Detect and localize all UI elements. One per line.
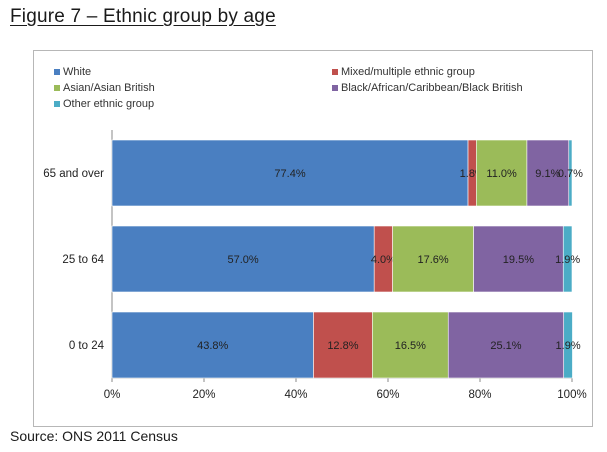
bar-white-65-and-over [111, 139, 469, 207]
data-label-white-25-to-64: 57.0% [227, 254, 258, 266]
x-tick-label: 60% [376, 389, 399, 401]
bar-other-ethnic-group-65-and-over [568, 139, 573, 207]
legend-label-white: White [63, 66, 91, 78]
stacked-bar-chart: White Mixed/multiple ethnic group Asian/As… [43, 66, 586, 401]
bar-white-0-to-24 [111, 311, 314, 379]
category-label: 25 to 64 [62, 254, 104, 266]
legend-label-mixed-multiple-ethnic-group: Mixed/multiple ethnic group [341, 66, 475, 78]
x-tick-label: 80% [468, 389, 491, 401]
legend-swatch-white [54, 69, 60, 75]
bar-black-african-caribbean-black-british-65-and-over [526, 139, 570, 207]
bar-asian-asian-british-0-to-24 [372, 311, 449, 379]
x-tick-label: 0% [104, 389, 121, 401]
bar-mixed-multiple-ethnic-group-0-to-24 [313, 311, 373, 379]
bar-white-25-to-64 [111, 225, 375, 293]
data-label-mixed-multiple-ethnic-group-25-to-64: 4.0% [371, 254, 396, 266]
legend-swatch-mixed-multiple-ethnic-group [332, 69, 338, 75]
data-label-mixed-multiple-ethnic-group-0-to-24: 12.8% [327, 340, 358, 352]
legend-swatch-black-african-caribbean-black-british [332, 85, 338, 91]
source-note: Source: ONS 2011 Census [10, 428, 178, 444]
legend-swatch-other-ethnic-group [54, 101, 60, 107]
legend-swatch-asian-asian-british [54, 85, 60, 91]
data-label-other-ethnic-group-0-to-24: 1.9% [556, 340, 581, 352]
bar-other-ethnic-group-25-to-64 [562, 225, 573, 293]
data-label-white-65-and-over: 77.4% [274, 168, 305, 180]
data-label-white-0-to-24: 43.8% [197, 340, 228, 352]
data-label-asian-asian-british-0-to-24: 16.5% [395, 340, 426, 352]
x-tick-label: 100% [557, 389, 586, 401]
x-tick-label: 20% [192, 389, 215, 401]
bar-asian-asian-british-25-to-64 [392, 225, 474, 293]
category-label: 65 and over [43, 168, 104, 180]
figure-title: Figure 7 – Ethnic group by age [10, 6, 276, 27]
data-label-asian-asian-british-25-to-64: 17.6% [417, 254, 448, 266]
legend-label-asian-asian-british: Asian/Asian British [63, 82, 155, 94]
bar-black-african-caribbean-black-british-0-to-24 [447, 311, 565, 379]
legend-label-black-african-caribbean-black-british: Black/African/Caribbean/Black British [341, 82, 523, 94]
data-label-black-african-caribbean-black-british-25-to-64: 19.5% [503, 254, 534, 266]
x-tick-label: 40% [284, 389, 307, 401]
bar-asian-asian-british-65-and-over [476, 139, 528, 207]
legend-label-other-ethnic-group: Other ethnic group [63, 98, 154, 110]
data-label-black-african-caribbean-black-british-65-and-over: 9.1% [535, 168, 560, 180]
data-label-asian-asian-british-65-and-over: 11.0% [486, 168, 517, 180]
chart-frame: White Mixed/multiple ethnic group Asian/As… [33, 50, 593, 427]
bar-black-african-caribbean-black-british-25-to-64 [473, 225, 564, 293]
data-label-other-ethnic-group-65-and-over: 0.7% [558, 168, 583, 180]
bar-other-ethnic-group-0-to-24 [563, 311, 573, 379]
category-label: 0 to 24 [69, 340, 105, 352]
data-label-black-african-caribbean-black-british-0-to-24: 25.1% [490, 340, 521, 352]
data-label-other-ethnic-group-25-to-64: 1.9% [555, 254, 580, 266]
